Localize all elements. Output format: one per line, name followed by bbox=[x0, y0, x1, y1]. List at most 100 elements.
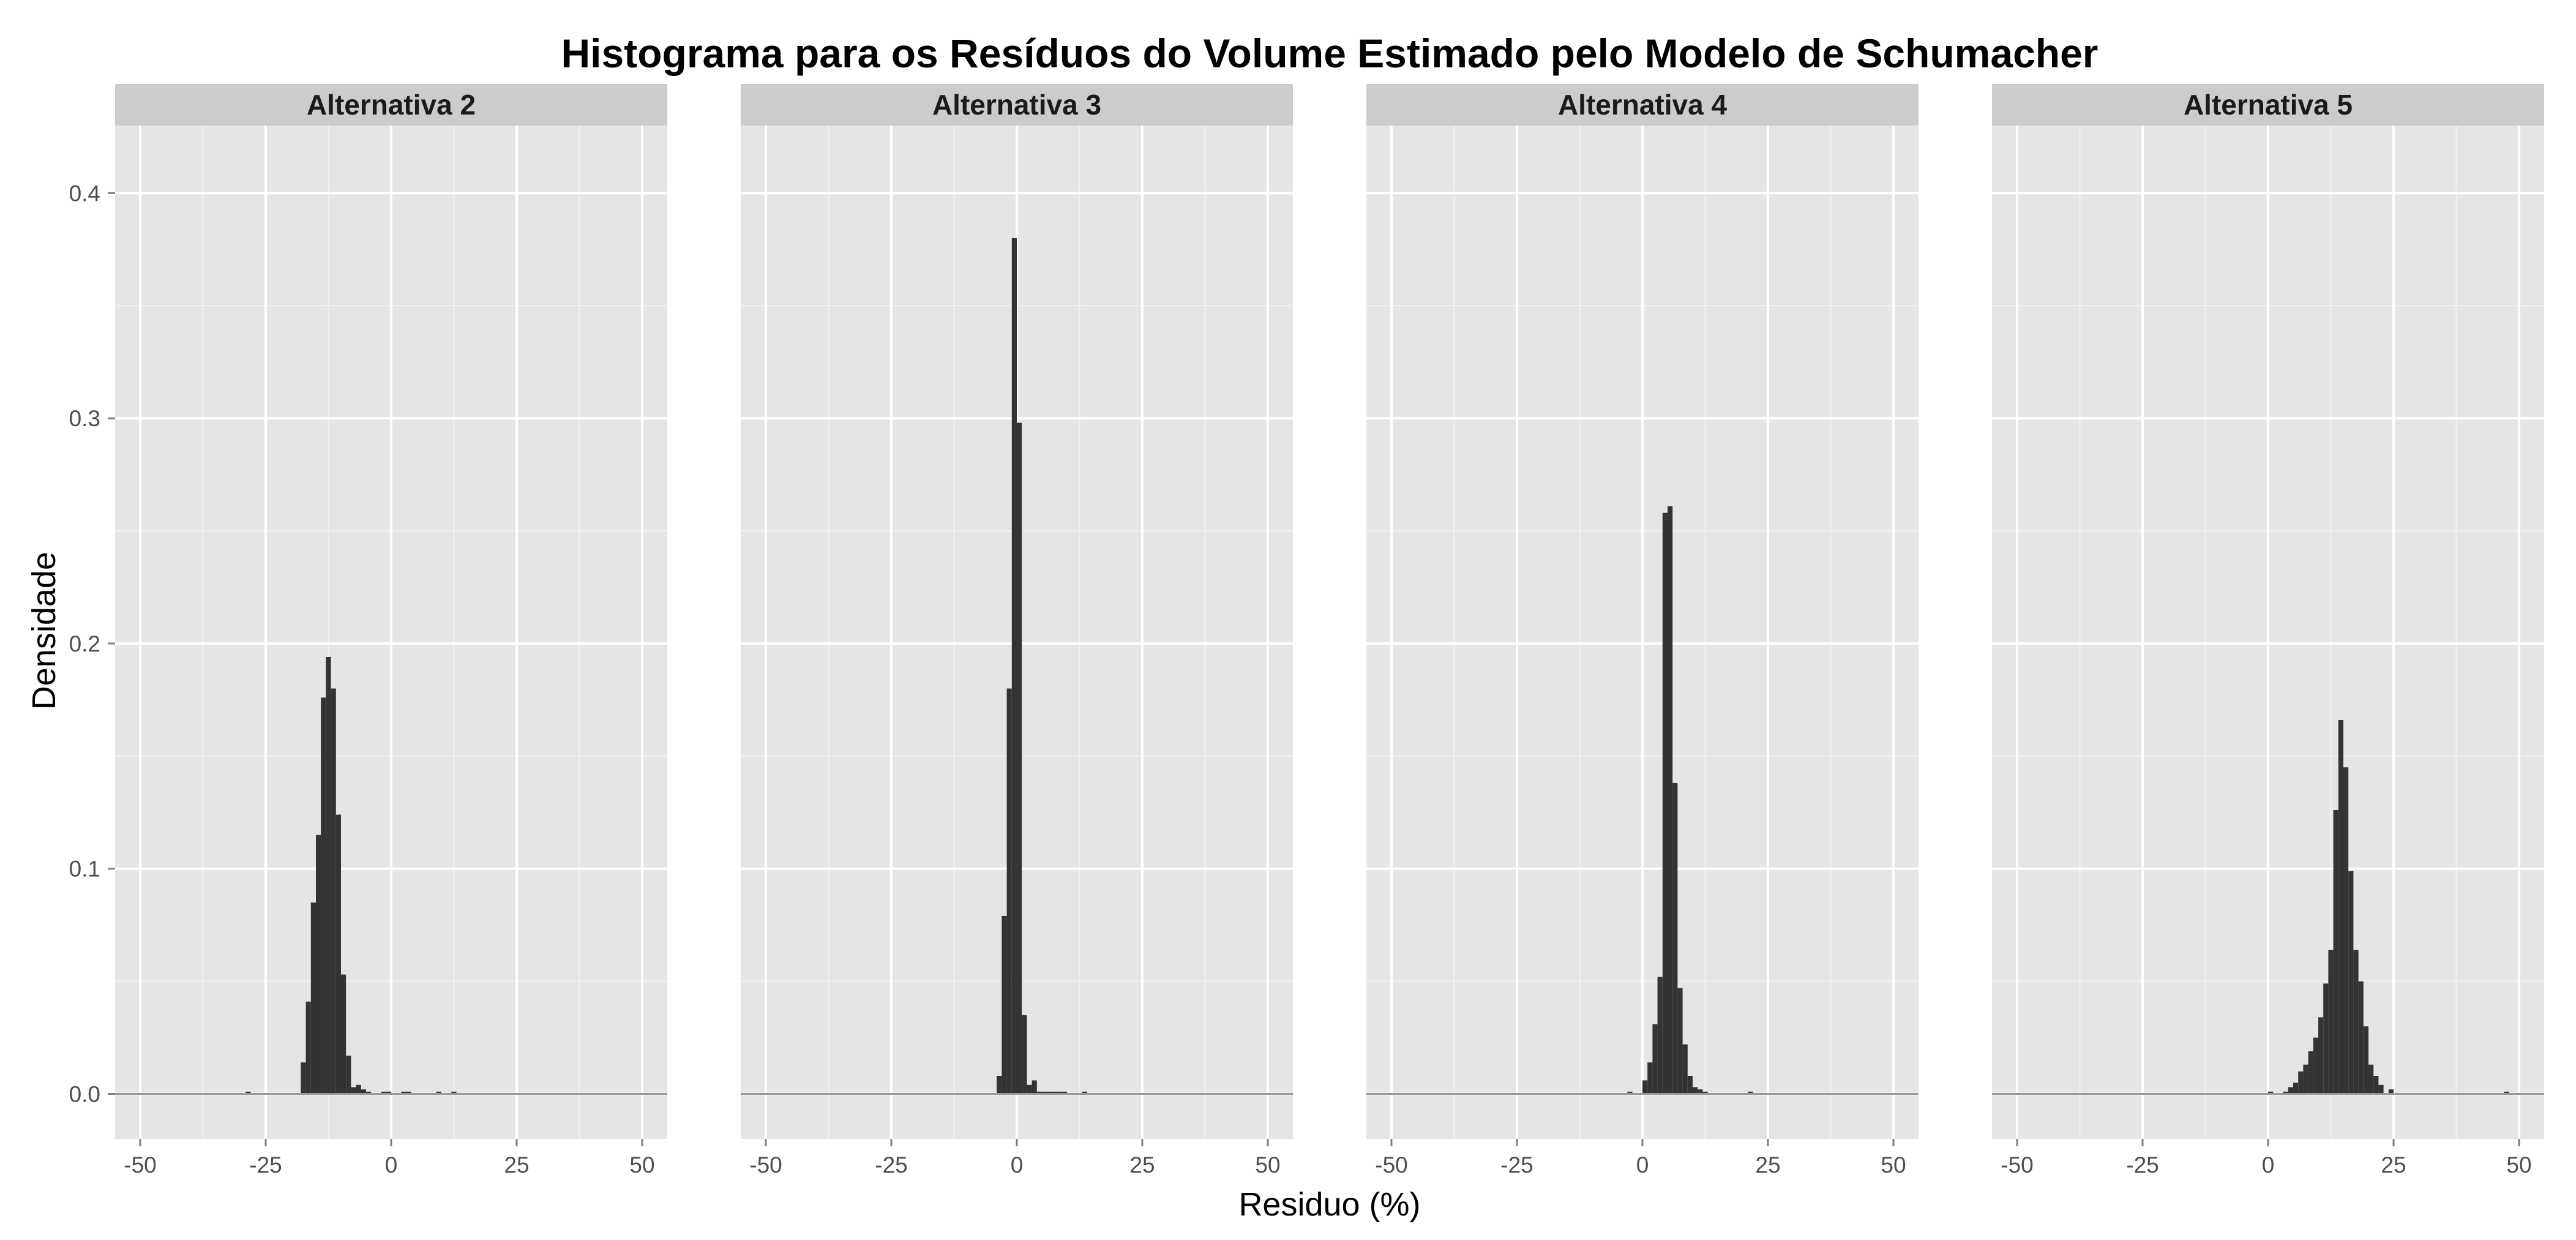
x-tick-label: 50 bbox=[1255, 1152, 1280, 1178]
x-tick-label: 0 bbox=[1636, 1152, 1649, 1178]
y-tick-label: 0.4 bbox=[69, 181, 100, 206]
histogram-bar bbox=[356, 1084, 361, 1094]
histogram-bar bbox=[1672, 783, 1678, 1094]
facet-strip-label: Alternativa 5 bbox=[2184, 89, 2353, 121]
histogram-bar bbox=[2318, 1017, 2324, 1094]
facet-panel-alternativa-3: Alternativa 3 -50 -25 0 25 50 bbox=[741, 84, 1293, 1178]
histogram-bar bbox=[2378, 1084, 2384, 1094]
histogram-bar bbox=[1748, 1091, 1753, 1094]
x-tick-label: -25 bbox=[249, 1152, 282, 1178]
histogram-bar bbox=[2373, 1076, 2379, 1094]
histogram-bar bbox=[1668, 506, 1673, 1094]
facet-panels: Alternativa 2 -50 -25 0 25 50 Alternativa 3 -50… bbox=[115, 84, 2544, 1178]
facet-panel-alternativa-4: Alternativa 4 -50 -25 0 25 50 bbox=[1366, 84, 1919, 1178]
histogram-bar bbox=[321, 697, 326, 1094]
histogram-bar bbox=[2268, 1091, 2274, 1094]
x-tick-label: 50 bbox=[2506, 1152, 2531, 1178]
histogram-bar bbox=[1017, 423, 1022, 1094]
y-tick-label: 0.0 bbox=[69, 1081, 100, 1107]
histogram-bar bbox=[1042, 1091, 1047, 1094]
histogram-bar bbox=[341, 974, 346, 1094]
x-tick-label: 25 bbox=[504, 1152, 529, 1178]
histogram-bar bbox=[331, 688, 336, 1094]
x-tick-label: 0 bbox=[1011, 1152, 1024, 1178]
histogram-bar bbox=[361, 1089, 366, 1094]
histogram-bar bbox=[1006, 688, 1012, 1094]
histogram-bar bbox=[2388, 1089, 2394, 1094]
x-tick-label: -25 bbox=[2126, 1152, 2159, 1178]
histogram-bar bbox=[346, 1055, 351, 1094]
histogram-bar bbox=[1627, 1091, 1633, 1094]
histogram-bar bbox=[2323, 983, 2329, 1094]
facet-strip-label: Alternativa 3 bbox=[932, 89, 1101, 121]
histogram-bar bbox=[1052, 1091, 1057, 1094]
histogram-bar bbox=[1022, 1015, 1027, 1094]
histogram-bar bbox=[1682, 1044, 1688, 1094]
histogram-bar bbox=[406, 1091, 411, 1094]
histogram-bar bbox=[2333, 810, 2338, 1094]
histogram-bar bbox=[366, 1091, 372, 1094]
histogram-bar bbox=[1011, 238, 1017, 1094]
histogram-bar bbox=[1662, 513, 1668, 1094]
histogram-bar bbox=[381, 1091, 386, 1094]
x-tick-label: -50 bbox=[749, 1152, 782, 1178]
y-tick-label: 0.3 bbox=[69, 406, 100, 431]
histogram-bar bbox=[1002, 915, 1007, 1094]
histogram-bar bbox=[2343, 767, 2349, 1094]
histogram-bar bbox=[2298, 1071, 2304, 1094]
facet-strip-alternativa-2 bbox=[115, 84, 667, 126]
x-tick-label: 25 bbox=[1129, 1152, 1155, 1178]
facet-strip-alternativa-4 bbox=[1366, 84, 1919, 126]
x-tick-label: 25 bbox=[1755, 1152, 1780, 1178]
histogram-bar bbox=[1687, 1076, 1693, 1094]
facet-strip-alternativa-5 bbox=[1992, 84, 2544, 126]
x-tick-label: -50 bbox=[2001, 1152, 2033, 1178]
histogram-bar bbox=[401, 1091, 406, 1094]
y-axis: 0.0 0.1 0.2 0.3 0.4 bbox=[69, 181, 115, 1107]
x-tick-label: 50 bbox=[1881, 1152, 1906, 1178]
histogram-bar bbox=[2283, 1091, 2288, 1094]
histogram-bar bbox=[2363, 1026, 2368, 1094]
x-tick-label: -25 bbox=[875, 1152, 907, 1178]
x-tick-label: -50 bbox=[1375, 1152, 1407, 1178]
histogram-bar bbox=[2293, 1083, 2299, 1094]
histogram-bar bbox=[351, 1087, 356, 1094]
histogram-bar bbox=[1027, 1084, 1032, 1094]
histogram-bar bbox=[2313, 1037, 2318, 1094]
facet-strip-label: Alternativa 2 bbox=[307, 89, 476, 121]
facet-strip-label: Alternativa 4 bbox=[1558, 89, 1728, 121]
histogram-bar bbox=[1061, 1091, 1067, 1094]
x-tick-label: 25 bbox=[2381, 1152, 2406, 1178]
histogram-bar bbox=[301, 1062, 306, 1094]
histogram-bar bbox=[1647, 1062, 1653, 1094]
histogram-bar bbox=[2308, 1051, 2313, 1094]
histogram-bar bbox=[1702, 1091, 1708, 1094]
histogram-bar bbox=[2288, 1087, 2293, 1094]
histogram-bar bbox=[1047, 1091, 1052, 1094]
histogram-bar bbox=[451, 1091, 457, 1094]
y-axis-title: Densidade bbox=[26, 552, 62, 710]
histogram-bar bbox=[1652, 1024, 1658, 1094]
histogram-bar bbox=[316, 835, 321, 1094]
x-tick-label: -50 bbox=[124, 1152, 156, 1178]
histogram-bar bbox=[1036, 1091, 1042, 1094]
histogram-bar bbox=[1082, 1091, 1087, 1094]
histogram-bar bbox=[2358, 981, 2364, 1094]
histogram-bar bbox=[326, 656, 331, 1094]
histogram-bar bbox=[1657, 977, 1663, 1094]
facet-panel-alternativa-2: Alternativa 2 -50 -25 0 25 50 bbox=[115, 84, 667, 1178]
histogram-bar bbox=[2348, 871, 2354, 1094]
y-tick-label: 0.2 bbox=[69, 631, 100, 656]
x-axis-title: Residuo (%) bbox=[1238, 1186, 1420, 1223]
facet-strip-alternativa-3 bbox=[741, 84, 1293, 126]
histogram-bar bbox=[1677, 988, 1683, 1094]
histogram-bar bbox=[305, 1001, 311, 1094]
histogram-bar bbox=[2328, 950, 2334, 1094]
x-tick-label: 0 bbox=[2262, 1152, 2275, 1178]
histogram-bar bbox=[386, 1091, 391, 1094]
histogram-bar bbox=[436, 1091, 441, 1094]
histogram-bar bbox=[2368, 1064, 2374, 1094]
x-tick-label: -25 bbox=[1500, 1152, 1533, 1178]
